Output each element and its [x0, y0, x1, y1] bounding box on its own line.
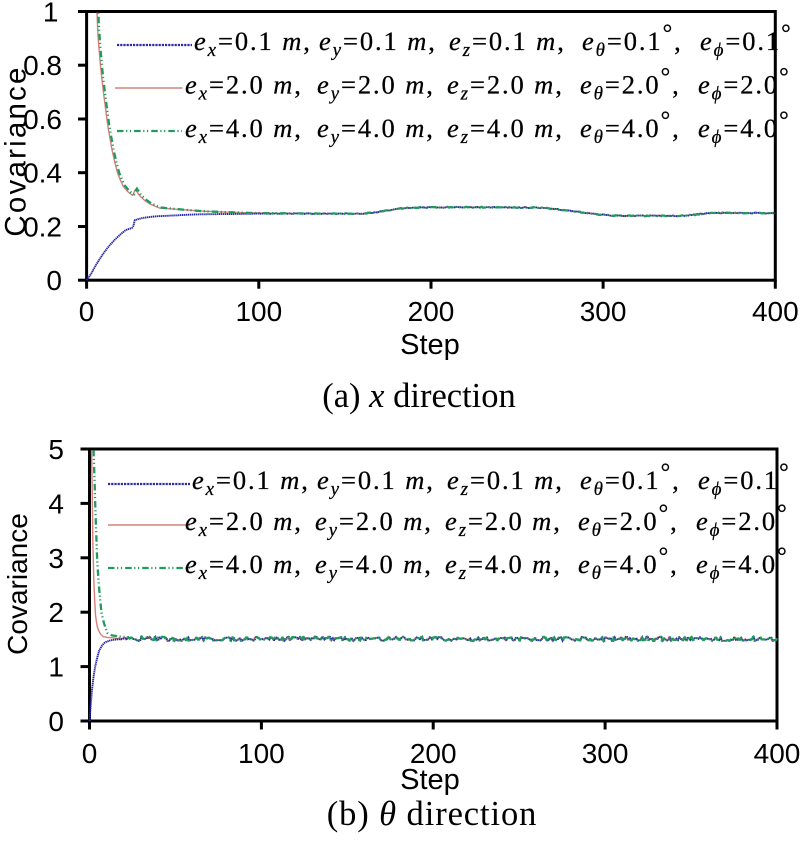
svg-text:300: 300: [582, 738, 629, 769]
svg-text:ey=0.1 m,: ey=0.1 m,: [317, 465, 435, 500]
svg-text:0: 0: [46, 265, 62, 296]
svg-text:eθ=2.0°,: eθ=2.0°,: [580, 65, 681, 105]
svg-text:ey=2.0 m,: ey=2.0 m,: [315, 506, 433, 541]
svg-text:200: 200: [408, 296, 455, 327]
svg-text:ex=2.0 m,: ex=2.0 m,: [185, 506, 303, 541]
svg-text:100: 100: [238, 738, 285, 769]
svg-text:5: 5: [48, 434, 64, 465]
svg-text:ey=4.0 m,: ey=4.0 m,: [317, 113, 435, 148]
svg-text:0.4: 0.4: [23, 158, 62, 189]
svg-text:ez=2.0 m,: ez=2.0 m,: [445, 506, 562, 541]
svg-text:0: 0: [79, 296, 95, 327]
svg-text:2: 2: [48, 597, 64, 628]
svg-text:ex=4.0 m,: ex=4.0 m,: [185, 113, 303, 148]
svg-text:4: 4: [48, 488, 64, 519]
svg-text:eϕ=2.0°: eϕ=2.0°: [698, 65, 791, 105]
svg-text:0: 0: [48, 706, 64, 737]
svg-text:eϕ=2.0°: eϕ=2.0°: [696, 501, 789, 541]
svg-text:(b) θ direction: (b) θ direction: [327, 795, 538, 833]
svg-text:ey=2.0 m,: ey=2.0 m,: [317, 70, 435, 105]
svg-text:1: 1: [48, 652, 64, 683]
svg-text:ex=0.1 m,: ex=0.1 m,: [194, 26, 312, 61]
svg-text:eϕ=0.1°: eϕ=0.1°: [698, 460, 791, 500]
svg-text:Covariance: Covariance: [0, 65, 32, 236]
svg-text:ex=4.0 m,: ex=4.0 m,: [185, 549, 303, 584]
svg-text:eθ=4.0°,: eθ=4.0°,: [578, 544, 679, 584]
svg-text:1: 1: [43, 0, 59, 28]
svg-text:3: 3: [48, 543, 64, 574]
svg-text:eθ=0.1°,: eθ=0.1°,: [582, 21, 683, 61]
svg-text:ez=0.1 m,: ez=0.1 m,: [449, 26, 566, 61]
svg-text:100: 100: [235, 296, 282, 327]
svg-text:eϕ=0.1°: eϕ=0.1°: [700, 21, 793, 61]
svg-text:Step: Step: [400, 329, 460, 361]
svg-text:Step: Step: [400, 764, 460, 796]
svg-text:eθ=2.0°,: eθ=2.0°,: [578, 501, 679, 541]
svg-text:ey=0.1 m,: ey=0.1 m,: [319, 26, 437, 61]
svg-text:0.2: 0.2: [23, 212, 62, 243]
svg-text:eϕ=4.0°: eϕ=4.0°: [696, 544, 789, 584]
svg-text:0: 0: [82, 738, 98, 769]
svg-text:ex=2.0 m,: ex=2.0 m,: [185, 70, 303, 105]
svg-text:Covariance: Covariance: [2, 513, 33, 655]
svg-text:400: 400: [752, 296, 799, 327]
svg-text:ez=4.0 m,: ez=4.0 m,: [445, 549, 562, 584]
svg-text:ex=0.1 m,: ex=0.1 m,: [192, 465, 310, 500]
svg-text:eθ=0.1°,: eθ=0.1°,: [580, 460, 681, 500]
svg-text:ez=0.1 m,: ez=0.1 m,: [447, 465, 564, 500]
svg-text:0.6: 0.6: [23, 104, 62, 135]
svg-text:(a) x direction: (a) x direction: [322, 377, 516, 415]
svg-text:eθ=4.0°,: eθ=4.0°,: [580, 108, 681, 148]
svg-text:ey=4.0 m,: ey=4.0 m,: [315, 549, 433, 584]
svg-text:ez=2.0 m,: ez=2.0 m,: [447, 70, 564, 105]
svg-text:400: 400: [754, 738, 800, 769]
svg-text:200: 200: [410, 738, 457, 769]
svg-text:ez=4.0 m,: ez=4.0 m,: [447, 113, 564, 148]
svg-text:300: 300: [580, 296, 627, 327]
svg-text:0.8: 0.8: [23, 50, 62, 81]
svg-text:eϕ=4.0°: eϕ=4.0°: [698, 108, 791, 148]
